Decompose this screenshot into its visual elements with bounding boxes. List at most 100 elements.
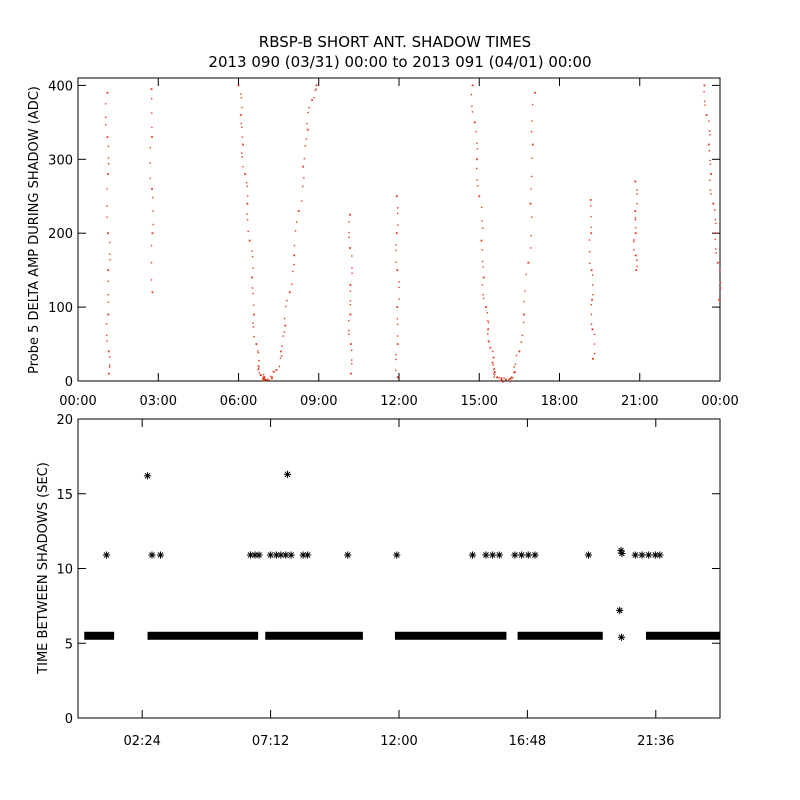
top-data-point — [476, 158, 478, 161]
bottom-x-tick-label: 16:48 — [509, 734, 546, 749]
top-data-point — [295, 221, 298, 223]
top-data-point — [108, 364, 111, 366]
top-data-point — [268, 379, 271, 382]
top-data-point — [715, 222, 717, 225]
top-data-point — [633, 241, 635, 243]
top-data-point — [305, 138, 308, 140]
top-data-point — [499, 380, 501, 382]
top-data-point — [476, 179, 478, 181]
top-data-point — [107, 372, 110, 375]
top-data-point — [531, 120, 533, 122]
top-y-tick-label: 400 — [48, 79, 73, 94]
top-data-point — [592, 294, 594, 296]
top-data-point — [150, 279, 153, 281]
bottom-data-band — [645, 631, 720, 640]
top-data-point — [482, 297, 485, 300]
top-y-axis-label: Probe 5 DELTA AMP DURING SHADOW (ADC) — [27, 86, 42, 374]
bottom-data-point — [631, 551, 639, 559]
top-data-point — [636, 202, 638, 205]
top-data-point — [491, 361, 494, 364]
top-data-point — [475, 167, 478, 170]
bottom-data-band — [147, 631, 259, 640]
top-data-point — [106, 188, 108, 190]
chart-subtitle: 2013 090 (03/31) 00:00 to 2013 091 (04/0… — [208, 53, 591, 71]
top-data-point — [634, 219, 637, 221]
top-data-point — [242, 165, 244, 168]
top-data-point — [482, 266, 484, 268]
top-data-point — [106, 173, 109, 175]
top-points — [104, 84, 722, 383]
top-x-tick-label: 12:00 — [380, 394, 417, 409]
top-data-point — [529, 247, 532, 249]
top-data-point — [250, 276, 253, 279]
top-data-point — [109, 241, 111, 244]
top-data-point — [531, 143, 534, 146]
top-data-point — [481, 260, 484, 263]
top-data-point — [108, 356, 111, 358]
bottom-data-point — [518, 551, 526, 559]
bottom-y-tick-label: 15 — [56, 488, 73, 503]
top-data-point — [634, 217, 637, 219]
top-data-point — [492, 364, 494, 366]
top-x-tick-label: 21:00 — [621, 394, 658, 409]
bottom-data-point — [618, 549, 626, 558]
top-y-tick-label: 100 — [48, 301, 73, 316]
top-data-point — [282, 335, 284, 337]
top-data-point — [395, 354, 397, 356]
top-data-point — [511, 377, 514, 379]
bottom-data-band — [517, 631, 603, 640]
top-data-point — [291, 283, 293, 285]
top-data-point — [633, 249, 635, 251]
top-data-point — [348, 329, 350, 332]
top-data-point — [152, 210, 154, 212]
top-data-point — [150, 88, 153, 90]
top-data-point — [264, 378, 266, 381]
top-data-point — [708, 150, 711, 152]
chart-title: RBSP-B SHORT ANT. SHADOW TIMES — [259, 33, 531, 51]
bottom-data-band — [84, 631, 115, 640]
top-data-point — [109, 253, 111, 255]
top-data-point — [396, 376, 399, 379]
bottom-data-point — [344, 551, 352, 559]
top-data-point — [149, 162, 151, 164]
top-data-point — [150, 97, 153, 100]
top-data-point — [285, 305, 287, 308]
top-data-point — [237, 84, 240, 87]
top-data-point — [304, 145, 307, 147]
top-data-point — [396, 224, 399, 226]
top-data-point — [485, 306, 487, 308]
top-data-point — [396, 207, 399, 209]
bottom-data-band — [265, 631, 363, 640]
top-data-point — [634, 254, 637, 257]
top-data-point — [241, 136, 244, 138]
top-data-point — [106, 232, 109, 235]
top-data-point — [108, 366, 111, 368]
top-data-point — [107, 269, 110, 272]
top-data-point — [258, 367, 260, 369]
top-data-point — [106, 334, 108, 337]
top-data-point — [106, 136, 109, 139]
top-data-point — [107, 162, 110, 165]
bottom-data-point — [148, 551, 156, 559]
top-data-point — [284, 324, 287, 327]
top-data-point — [107, 157, 110, 159]
top-data-point — [636, 189, 638, 191]
bottom-data-point — [287, 551, 295, 559]
bottom-y-tick-label: 0 — [65, 712, 73, 727]
top-data-point — [302, 185, 304, 188]
top-data-point — [492, 350, 494, 353]
top-data-point — [257, 365, 260, 368]
top-data-point — [107, 313, 110, 316]
top-data-point — [315, 84, 318, 87]
top-data-point — [593, 353, 596, 355]
top-data-point — [636, 265, 638, 268]
top-data-point — [263, 380, 265, 382]
top-data-point — [509, 377, 512, 380]
top-data-point — [503, 377, 505, 380]
top-data-point — [263, 377, 265, 379]
top-data-point — [591, 298, 593, 301]
top-data-point — [481, 220, 483, 222]
top-data-point — [590, 215, 592, 218]
top-data-point — [396, 212, 399, 215]
top-x-tick-label: 09:00 — [300, 394, 337, 409]
